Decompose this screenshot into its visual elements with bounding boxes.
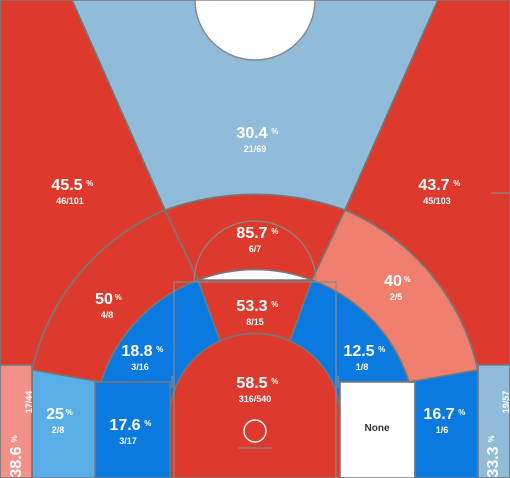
zone-three-top [71,0,439,211]
zone-corner-mid-right [408,369,479,478]
lane-marks [171,376,339,388]
zone-frac-paint-non-ra: 8/15 [246,317,264,327]
zone-pct-short-right-wing: 12.5 [343,343,374,360]
zone-pct-sign-corner-mid-right: % [458,408,465,417]
center-circle [194,0,316,61]
zone-pct-sign-mid-left: % [115,293,122,302]
zone-three-right-corner [477,364,510,478]
zone-pct-paint-non-ra: 53.3 [236,298,267,315]
zone-pct-mid-left: 50 [95,291,113,308]
zone-pct-baseline-left: 17.6 [109,417,140,434]
zone-frac-mid-top: 6/7 [249,244,262,254]
free-throw-circle [193,220,317,283]
zone-pct-sign-paint-non-ra: % [271,300,278,309]
zone-pct-short-left-wing: 18.8 [121,343,152,360]
zone-pct-three-left-corner: 38.6 [8,446,25,477]
zone-corner-mid-left [31,369,102,478]
zone-pct-sign-corner-mid-left: % [66,408,73,417]
zone-frac-three-right-corner: 19/57 [501,391,510,414]
zone-frac-baseline-right: None [365,423,390,434]
zone-pct-sign-three-top: % [271,127,278,136]
zone-pct-three-right-corner: 33.3 [485,446,502,477]
zone-pct-three-right-wing: 43.7 [418,177,449,194]
rotated-label-three-left-corner: 38.6% 17/44 [8,391,34,478]
zone-pct-corner-mid-right: 16.7 [423,406,454,423]
paint-outline [173,281,337,478]
zone-pct-sign-restricted-area: % [271,377,278,386]
zone-pct-sign-three-right-corner: % [487,435,496,442]
zone-frac-three-right-wing: 45/103 [423,196,451,206]
zone-frac-corner-mid-left: 2/8 [52,425,65,435]
zone-frac-mid-right: 2/5 [390,292,403,302]
zone-pct-sign-three-right-wing: % [453,179,460,188]
zone-pct-sign-three-left-corner: % [10,435,19,442]
zone-frac-three-left-corner: 17/44 [24,391,34,414]
zone-pct-sign-mid-top: % [271,227,278,236]
zone-pct-three-top: 30.4 [236,125,267,142]
zone-pct-sign-short-right-wing: % [378,345,385,354]
zone-baseline-right [339,381,416,478]
zone-frac-three-left-wing: 46/101 [56,196,84,206]
zone-frac-baseline-left: 3/17 [119,436,137,446]
zone-pct-sign-short-left-wing: % [156,345,163,354]
zone-frac-short-right-wing: 1/8 [356,362,369,372]
hoop-icon [243,419,267,443]
zone-frac-corner-mid-right: 1/6 [436,425,449,435]
zone-frac-three-top: 21/69 [244,144,267,154]
zone-pct-mid-top: 85.7 [236,225,267,242]
court-lines [171,0,510,478]
zone-frac-short-left-wing: 3/16 [131,362,149,372]
zone-pct-restricted-area: 58.5 [236,375,267,392]
zone-pct-sign-mid-right: % [404,275,411,284]
zone-pct-mid-right: 40 [384,273,402,290]
zone-frac-restricted-area: 316/540 [239,394,272,404]
rotated-label-three-right-corner: 33.3% 19/57 [485,391,510,478]
zone-frac-mid-left: 4/8 [101,310,114,320]
zone-labels: 58.5 % 316/540 53.3 % 8/15 18.8 % 3/16 12.5 % 1/8 17… [8,125,510,478]
zone-pct-corner-mid-left: 25 [46,406,64,423]
zone-three-left-corner [0,364,33,478]
zone-pct-sign-baseline-left: % [144,419,151,428]
zone-pct-sign-three-left-wing: % [86,179,93,188]
zone-pct-three-left-wing: 45.5 [51,177,82,194]
